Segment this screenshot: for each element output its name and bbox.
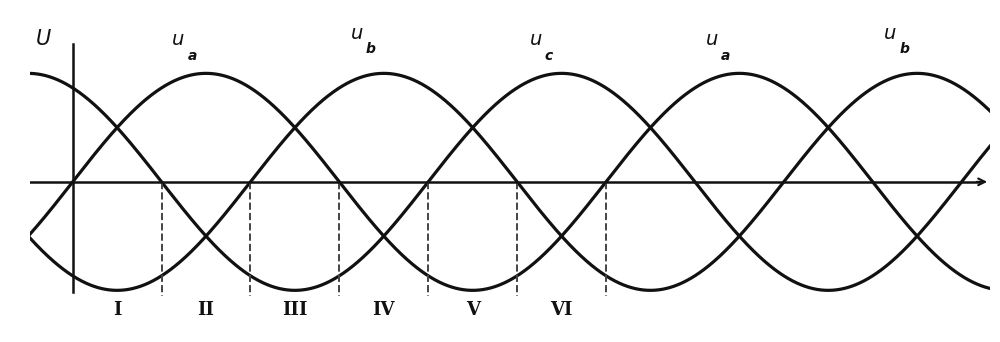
Text: a: a [187,49,197,63]
Text: $\mathit{u}$: $\mathit{u}$ [705,30,718,50]
Text: $\mathit{u}$: $\mathit{u}$ [171,30,185,50]
Text: IV: IV [373,301,395,319]
Text: $\mathit{u}$: $\mathit{u}$ [883,24,897,43]
Text: VI: VI [550,301,573,319]
Text: $\mathit{u}$: $\mathit{u}$ [350,24,363,43]
Text: b: b [366,42,376,56]
Text: I: I [113,301,121,319]
Text: c: c [545,49,553,63]
Text: $\mathit{U}$: $\mathit{U}$ [35,29,52,49]
Text: a: a [721,49,730,63]
Text: III: III [282,301,308,319]
Text: V: V [466,301,480,319]
Text: II: II [198,301,214,319]
Text: $\mathit{u}$: $\mathit{u}$ [529,30,542,50]
Text: b: b [899,42,909,56]
